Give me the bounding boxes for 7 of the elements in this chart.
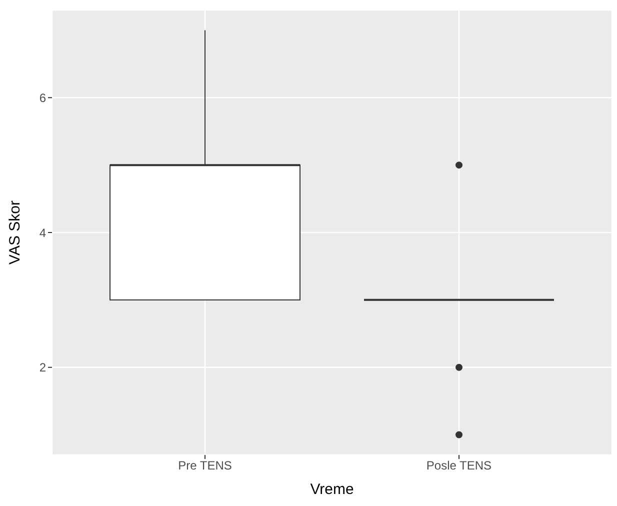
y-tick-label: 4 [39,226,46,240]
y-tick-label: 6 [39,90,46,105]
y-axis-title: VAS Skor [6,200,24,264]
y-tick-label: 2 [39,360,46,375]
x-tick-label: Pre TENS [178,458,232,473]
x-axis-title: Vreme [310,481,354,498]
x-tick-label: Posle TENS [426,458,492,473]
